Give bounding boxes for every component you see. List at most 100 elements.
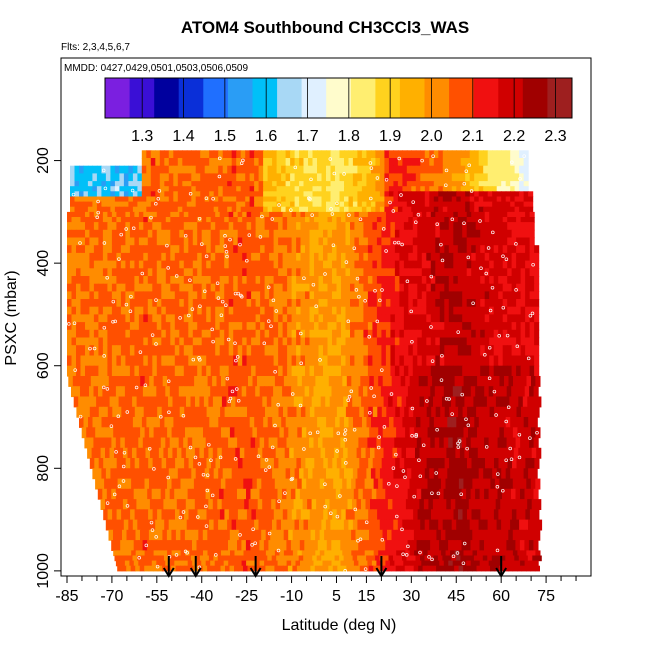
heat-cell xyxy=(221,376,227,387)
heat-cell xyxy=(523,519,529,531)
heat-cell xyxy=(480,260,486,269)
heat-cell xyxy=(192,355,198,367)
heat-cell xyxy=(305,222,311,231)
heat-cell xyxy=(98,386,104,398)
heat-cell xyxy=(283,406,289,418)
heat-cell xyxy=(324,376,330,387)
heat-cell xyxy=(89,211,95,218)
heat-cell xyxy=(141,206,147,213)
heat-cell xyxy=(224,458,230,469)
heat-cell xyxy=(191,201,197,208)
heat-cell xyxy=(170,306,176,315)
heat-cell xyxy=(91,396,97,408)
heat-cell xyxy=(299,165,305,174)
heat-cell xyxy=(88,417,94,428)
heat-cell xyxy=(484,252,490,262)
heat-cell xyxy=(161,237,167,246)
heat-cell xyxy=(215,509,221,521)
heat-cell xyxy=(209,165,215,174)
heat-cell xyxy=(85,283,91,292)
heat-cell xyxy=(529,291,535,300)
heat-cell xyxy=(173,165,179,174)
heat-cell xyxy=(278,306,284,315)
heat-cell xyxy=(434,540,440,551)
heat-cell xyxy=(295,488,301,500)
heat-cell xyxy=(238,427,244,439)
heat-cell xyxy=(141,447,147,459)
heat-cell xyxy=(385,322,391,331)
heat-cell xyxy=(146,417,152,428)
heat-cell xyxy=(269,299,275,308)
heat-cell xyxy=(433,206,439,213)
heat-cell xyxy=(453,299,459,308)
heat-cell xyxy=(141,555,147,562)
heat-cell xyxy=(93,252,99,262)
heat-cell xyxy=(79,173,85,182)
heat-cell xyxy=(183,540,189,551)
heat-cell xyxy=(445,478,451,490)
heat-cell xyxy=(308,191,314,197)
heat-cell xyxy=(302,447,308,459)
heat-cell xyxy=(510,158,516,167)
heat-cell xyxy=(215,268,221,277)
heat-cell xyxy=(356,447,362,459)
heat-cell xyxy=(286,386,292,398)
heat-cell xyxy=(107,337,113,346)
heat-cell xyxy=(245,186,251,192)
heat-cell xyxy=(503,529,509,541)
heat-cell xyxy=(406,181,412,187)
heat-cell xyxy=(291,322,297,331)
heat-cell xyxy=(184,509,190,521)
heat-cell xyxy=(156,488,162,500)
heat-cell xyxy=(159,468,165,480)
heat-cell xyxy=(240,150,246,159)
heat-cell xyxy=(350,458,356,469)
heat-cell xyxy=(433,165,439,174)
heat-cell xyxy=(174,237,180,246)
heat-cell xyxy=(435,345,441,357)
heat-cell xyxy=(309,245,315,254)
heat-cell xyxy=(255,329,261,339)
heat-cell xyxy=(93,222,99,231)
heat-cell xyxy=(344,158,350,167)
heat-cell xyxy=(141,519,147,531)
heat-cell xyxy=(408,245,414,254)
heat-cell xyxy=(119,181,125,187)
heat-cell xyxy=(278,406,284,418)
heat-cell xyxy=(278,211,284,218)
heat-cell xyxy=(326,468,332,480)
heat-cell xyxy=(466,306,472,315)
heat-cell xyxy=(239,550,245,557)
heat-cell xyxy=(433,396,439,408)
heat-cell xyxy=(332,245,338,254)
heat-cell xyxy=(391,427,397,439)
heat-cell xyxy=(300,217,306,223)
heat-cell xyxy=(176,447,182,459)
heat-cell xyxy=(85,314,91,323)
heat-cell xyxy=(98,211,104,218)
heat-cell xyxy=(374,499,380,510)
heat-cell xyxy=(119,186,125,192)
heat-cell xyxy=(215,355,221,367)
heat-cell xyxy=(141,173,147,182)
heat-cell xyxy=(444,355,450,367)
heat-cell xyxy=(493,229,499,239)
heat-cell xyxy=(203,447,209,459)
heat-cell xyxy=(278,329,284,339)
heat-cell xyxy=(228,245,234,254)
heat-cell xyxy=(174,222,180,231)
heat-cell xyxy=(291,509,297,521)
heat-cell xyxy=(214,437,220,449)
heat-cell xyxy=(357,196,363,203)
heat-cell xyxy=(159,158,165,167)
heat-cell xyxy=(258,186,264,192)
heat-cell xyxy=(465,519,471,531)
heat-cell xyxy=(281,158,287,167)
heat-cell xyxy=(510,165,516,174)
heat-cell xyxy=(255,437,261,449)
heat-cell xyxy=(529,322,535,331)
heat-cell xyxy=(242,211,248,218)
heat-cell xyxy=(201,314,207,323)
heat-cell xyxy=(269,291,275,300)
heat-cell xyxy=(442,196,448,203)
